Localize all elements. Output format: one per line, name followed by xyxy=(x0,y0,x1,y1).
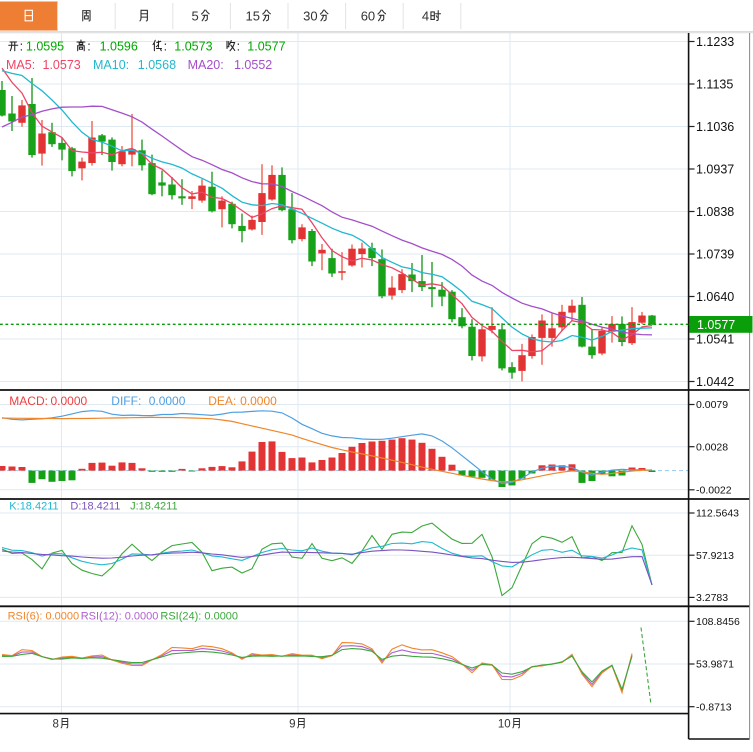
svg-text:1.0541: 1.0541 xyxy=(696,332,734,346)
svg-text:MACD:: MACD: xyxy=(9,394,48,408)
svg-text:53.9871: 53.9871 xyxy=(696,659,734,671)
svg-text:DEA:: DEA: xyxy=(208,394,236,408)
svg-text:9: 9 xyxy=(289,719,295,731)
svg-text:1.1036: 1.1036 xyxy=(696,120,734,134)
svg-text::: : xyxy=(87,40,90,54)
svg-text:1.0577: 1.0577 xyxy=(697,318,735,332)
svg-text:108.8456: 108.8456 xyxy=(696,616,740,628)
svg-text:1.0568: 1.0568 xyxy=(138,58,176,72)
svg-text::: : xyxy=(20,40,23,54)
svg-text:1.0595: 1.0595 xyxy=(26,40,64,54)
svg-text:D:18.4211: D:18.4211 xyxy=(70,501,120,513)
svg-text:0.0000: 0.0000 xyxy=(51,394,88,408)
svg-text:1.1135: 1.1135 xyxy=(696,77,733,91)
svg-text::: : xyxy=(237,40,240,54)
svg-text:0.0028: 0.0028 xyxy=(696,441,728,453)
svg-text:1.0640: 1.0640 xyxy=(696,290,734,304)
svg-text:1.0442: 1.0442 xyxy=(696,375,734,389)
svg-text:1.0552: 1.0552 xyxy=(234,58,272,72)
svg-text:15: 15 xyxy=(246,9,260,24)
svg-text:1.0573: 1.0573 xyxy=(174,40,212,54)
svg-text:5: 5 xyxy=(192,9,199,24)
svg-text:RSI(12): 0.0000: RSI(12): 0.0000 xyxy=(81,611,159,623)
svg-text:-0.8713: -0.8713 xyxy=(696,701,732,713)
svg-text:1.0573: 1.0573 xyxy=(43,58,81,72)
svg-text:112.5643: 112.5643 xyxy=(696,508,739,520)
svg-text:RSI(6): 0.0000: RSI(6): 0.0000 xyxy=(8,611,80,623)
svg-text:MA10:: MA10: xyxy=(93,58,129,72)
svg-text::: : xyxy=(164,40,167,54)
svg-text:8: 8 xyxy=(53,719,59,731)
svg-text:10: 10 xyxy=(498,719,511,731)
svg-text:1.0937: 1.0937 xyxy=(696,162,734,176)
svg-text:1.1233: 1.1233 xyxy=(696,35,734,49)
svg-text:1.0838: 1.0838 xyxy=(696,205,734,219)
svg-text:-0.0022: -0.0022 xyxy=(696,485,732,497)
svg-text:3.2783: 3.2783 xyxy=(696,592,728,604)
svg-text:0.0000: 0.0000 xyxy=(149,394,186,408)
svg-text:0.0079: 0.0079 xyxy=(696,399,728,411)
svg-text:0.0000: 0.0000 xyxy=(240,394,277,408)
svg-text:1.0577: 1.0577 xyxy=(247,40,285,54)
svg-text:RSI(24): 0.0000: RSI(24): 0.0000 xyxy=(160,611,238,623)
svg-text:DIFF:: DIFF: xyxy=(111,394,141,408)
svg-text:1.0596: 1.0596 xyxy=(100,40,138,54)
svg-text:MA20:: MA20: xyxy=(188,58,224,72)
svg-text:57.9213: 57.9213 xyxy=(696,550,734,562)
svg-text:MA5:: MA5: xyxy=(6,58,35,72)
svg-text:1.0739: 1.0739 xyxy=(696,247,734,261)
svg-text:60: 60 xyxy=(361,9,375,24)
svg-text:4: 4 xyxy=(422,9,429,24)
svg-text:K:18.4211: K:18.4211 xyxy=(9,501,58,513)
svg-text:J:18.4211: J:18.4211 xyxy=(130,501,178,513)
svg-text:30: 30 xyxy=(303,9,317,24)
